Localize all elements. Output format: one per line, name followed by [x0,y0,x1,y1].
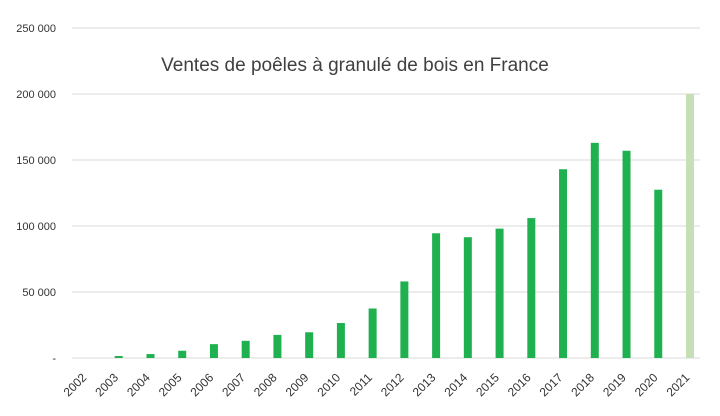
x-tick-label: 2004 [124,370,153,399]
x-tick-label: 2015 [473,370,502,399]
bar-2009 [305,332,314,358]
y-tick-label: 150 000 [16,155,56,167]
bar-2007 [241,340,250,358]
y-tick-label: - [52,353,56,365]
x-tick-label: 2002 [61,370,90,399]
x-axis: 2002 2003 2004 2005 2006 2007 2008 2009 2010 2011… [61,370,693,399]
bar-2020 [654,189,663,358]
x-tick-label: 2013 [410,370,439,399]
bar-2012 [400,281,409,358]
x-tick-label: 2003 [92,370,121,399]
bars [114,94,694,358]
bar-2015 [495,228,504,358]
y-axis: - 50 000 100 000 150 000 200 000 250 000 [16,23,56,365]
x-tick-label: 2020 [632,370,661,399]
x-tick-label: 2016 [505,370,534,399]
x-tick-label: 2017 [537,370,566,399]
bar-2004 [146,354,155,358]
bar-2018 [590,142,599,358]
bar-2019 [622,150,631,358]
bar-2003 [114,356,123,358]
x-tick-label: 2021 [664,370,693,399]
x-tick-label: 2007 [219,370,248,399]
y-tick-label: 50 000 [22,287,56,299]
x-tick-label: 2009 [283,370,312,399]
gridlines [72,27,700,359]
x-tick-label: 2006 [188,370,217,399]
x-tick-label: 2011 [347,370,375,398]
bar-2014 [463,237,472,358]
x-tick-label: 2014 [441,370,470,399]
x-tick-label: 2019 [600,370,629,399]
x-tick-label: 2018 [568,370,597,399]
bar-2013 [432,233,441,358]
y-tick-label: 250 000 [16,23,56,35]
x-tick-label: 2012 [378,370,407,399]
bar-2021 [686,94,694,358]
chart-title: Ventes de poêles à granulé de bois en Fr… [161,55,549,76]
bar-2005 [178,350,187,358]
bar-2006 [209,344,218,358]
y-tick-label: 200 000 [16,89,56,101]
x-tick-label: 2008 [251,370,280,399]
bar-2016 [527,218,536,358]
y-tick-label: 100 000 [16,221,56,233]
bar-2011 [368,308,377,358]
bar-2010 [336,323,345,358]
bar-2017 [559,169,568,358]
x-tick-label: 2005 [156,370,185,399]
bar-2008 [273,334,282,358]
x-tick-label: 2010 [314,370,343,399]
